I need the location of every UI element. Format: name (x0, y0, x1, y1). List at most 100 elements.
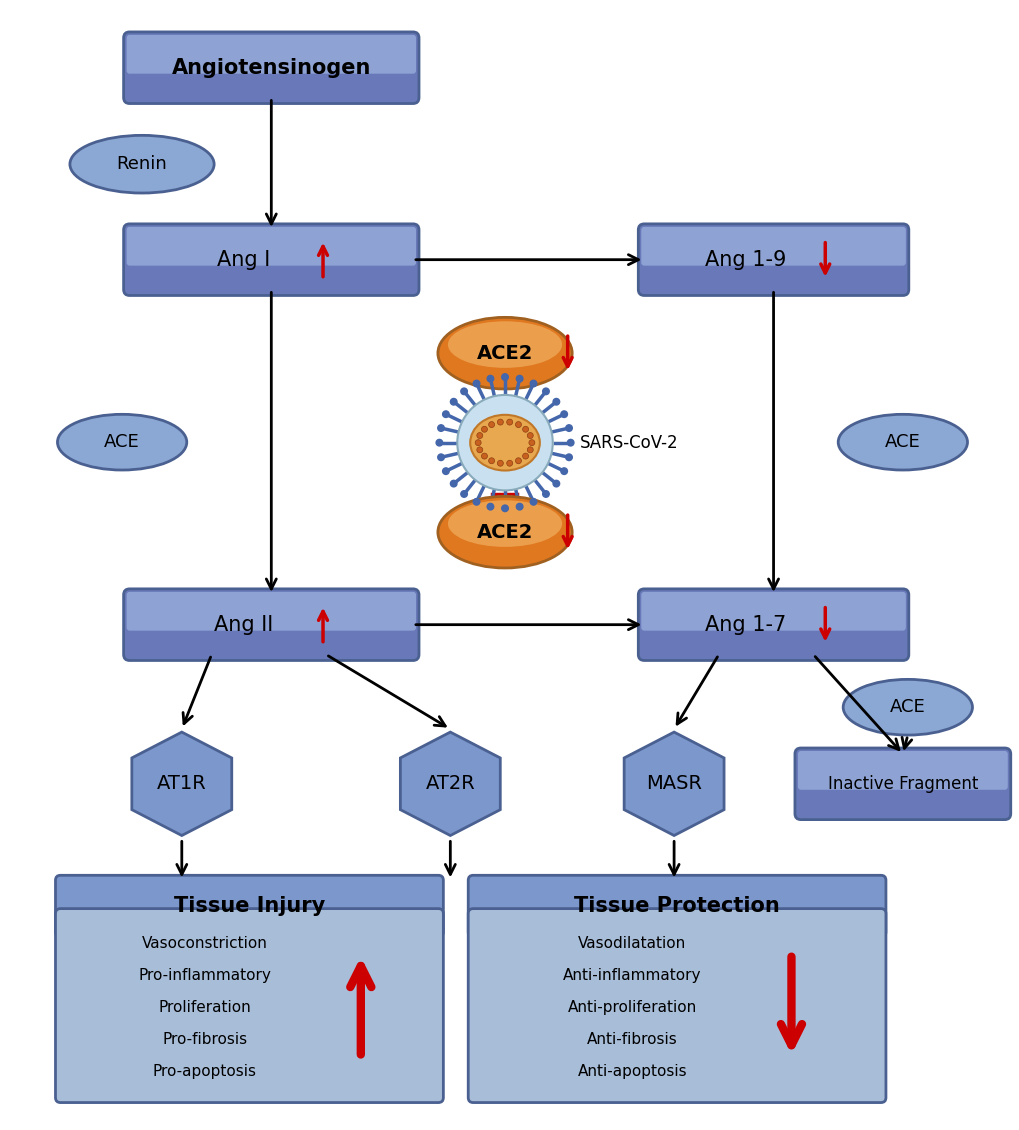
Ellipse shape (838, 415, 967, 470)
Circle shape (567, 440, 574, 446)
Text: Anti-proliferation: Anti-proliferation (568, 1000, 696, 1015)
Text: ACE2: ACE2 (476, 523, 533, 541)
Text: ACE: ACE (889, 698, 925, 716)
Circle shape (529, 440, 534, 445)
Ellipse shape (447, 321, 561, 368)
Text: Ang 1-9: Ang 1-9 (704, 250, 786, 270)
Text: AT1R: AT1R (157, 774, 207, 793)
Circle shape (442, 468, 448, 475)
Circle shape (522, 426, 528, 433)
Circle shape (473, 498, 479, 505)
FancyBboxPatch shape (123, 589, 419, 660)
Circle shape (488, 458, 494, 463)
FancyBboxPatch shape (794, 748, 1010, 819)
Circle shape (552, 399, 559, 405)
Circle shape (527, 433, 533, 438)
Circle shape (461, 490, 467, 497)
Text: MASR: MASR (645, 774, 701, 793)
Circle shape (487, 503, 493, 510)
Polygon shape (400, 732, 499, 835)
Circle shape (476, 446, 482, 453)
FancyBboxPatch shape (55, 909, 443, 1103)
FancyBboxPatch shape (468, 909, 886, 1103)
Circle shape (437, 425, 444, 432)
Circle shape (481, 453, 487, 459)
FancyBboxPatch shape (638, 224, 908, 295)
Polygon shape (131, 732, 231, 835)
FancyBboxPatch shape (797, 751, 1007, 790)
Circle shape (501, 374, 507, 381)
Circle shape (566, 454, 572, 461)
Circle shape (501, 505, 507, 512)
Circle shape (552, 480, 559, 487)
Circle shape (497, 419, 502, 425)
FancyBboxPatch shape (123, 32, 419, 104)
Ellipse shape (437, 496, 572, 568)
Text: ACE: ACE (884, 433, 920, 451)
Circle shape (450, 480, 457, 487)
Polygon shape (624, 732, 723, 835)
Circle shape (516, 375, 523, 382)
FancyBboxPatch shape (126, 35, 416, 73)
FancyBboxPatch shape (641, 592, 905, 631)
Circle shape (522, 453, 528, 459)
Circle shape (527, 446, 533, 453)
Circle shape (506, 419, 513, 425)
Text: Anti-apoptosis: Anti-apoptosis (577, 1063, 687, 1079)
Text: Pro-apoptosis: Pro-apoptosis (153, 1063, 257, 1079)
Circle shape (542, 490, 548, 497)
Circle shape (473, 381, 479, 386)
Circle shape (515, 458, 521, 463)
Text: Tissue Injury: Tissue Injury (173, 896, 325, 916)
Text: AT2R: AT2R (425, 774, 475, 793)
FancyBboxPatch shape (468, 876, 886, 937)
Circle shape (437, 454, 444, 461)
Text: ACE2: ACE2 (476, 344, 533, 363)
Circle shape (476, 433, 482, 438)
Circle shape (442, 411, 448, 417)
Text: Pro-inflammatory: Pro-inflammatory (139, 968, 271, 983)
Text: Tissue Protection: Tissue Protection (574, 896, 780, 916)
Text: Ang 1-7: Ang 1-7 (704, 615, 786, 635)
Text: Pro-fibrosis: Pro-fibrosis (162, 1032, 247, 1046)
Circle shape (475, 440, 481, 445)
Circle shape (487, 375, 493, 382)
Circle shape (457, 394, 552, 490)
Circle shape (542, 388, 548, 394)
Circle shape (450, 399, 457, 405)
Circle shape (481, 426, 487, 433)
Circle shape (530, 498, 536, 505)
Ellipse shape (447, 501, 561, 547)
Ellipse shape (70, 136, 214, 193)
Text: Proliferation: Proliferation (158, 1000, 251, 1015)
Circle shape (506, 460, 513, 467)
Ellipse shape (843, 679, 971, 736)
FancyBboxPatch shape (641, 227, 905, 266)
Circle shape (488, 421, 494, 427)
Text: Anti-fibrosis: Anti-fibrosis (586, 1032, 677, 1046)
Circle shape (530, 381, 536, 386)
Circle shape (436, 440, 442, 446)
Text: Ang I: Ang I (217, 250, 270, 270)
Text: Anti-inflammatory: Anti-inflammatory (562, 968, 701, 983)
Circle shape (497, 460, 502, 467)
Circle shape (516, 503, 523, 510)
FancyBboxPatch shape (123, 224, 419, 295)
Circle shape (560, 411, 567, 417)
Circle shape (566, 425, 572, 432)
Text: Vasoconstriction: Vasoconstriction (142, 937, 267, 951)
Text: SARS-CoV-2: SARS-CoV-2 (579, 434, 678, 452)
Circle shape (461, 388, 467, 394)
FancyBboxPatch shape (55, 876, 443, 937)
Text: Renin: Renin (116, 155, 167, 173)
Ellipse shape (57, 415, 186, 470)
FancyBboxPatch shape (126, 227, 416, 266)
Text: Inactive Fragment: Inactive Fragment (826, 775, 977, 793)
FancyBboxPatch shape (638, 589, 908, 660)
Ellipse shape (470, 415, 539, 470)
Text: Ang II: Ang II (214, 615, 273, 635)
Text: Vasodilatation: Vasodilatation (578, 937, 686, 951)
FancyBboxPatch shape (126, 592, 416, 631)
Circle shape (515, 421, 521, 427)
Circle shape (560, 468, 567, 475)
